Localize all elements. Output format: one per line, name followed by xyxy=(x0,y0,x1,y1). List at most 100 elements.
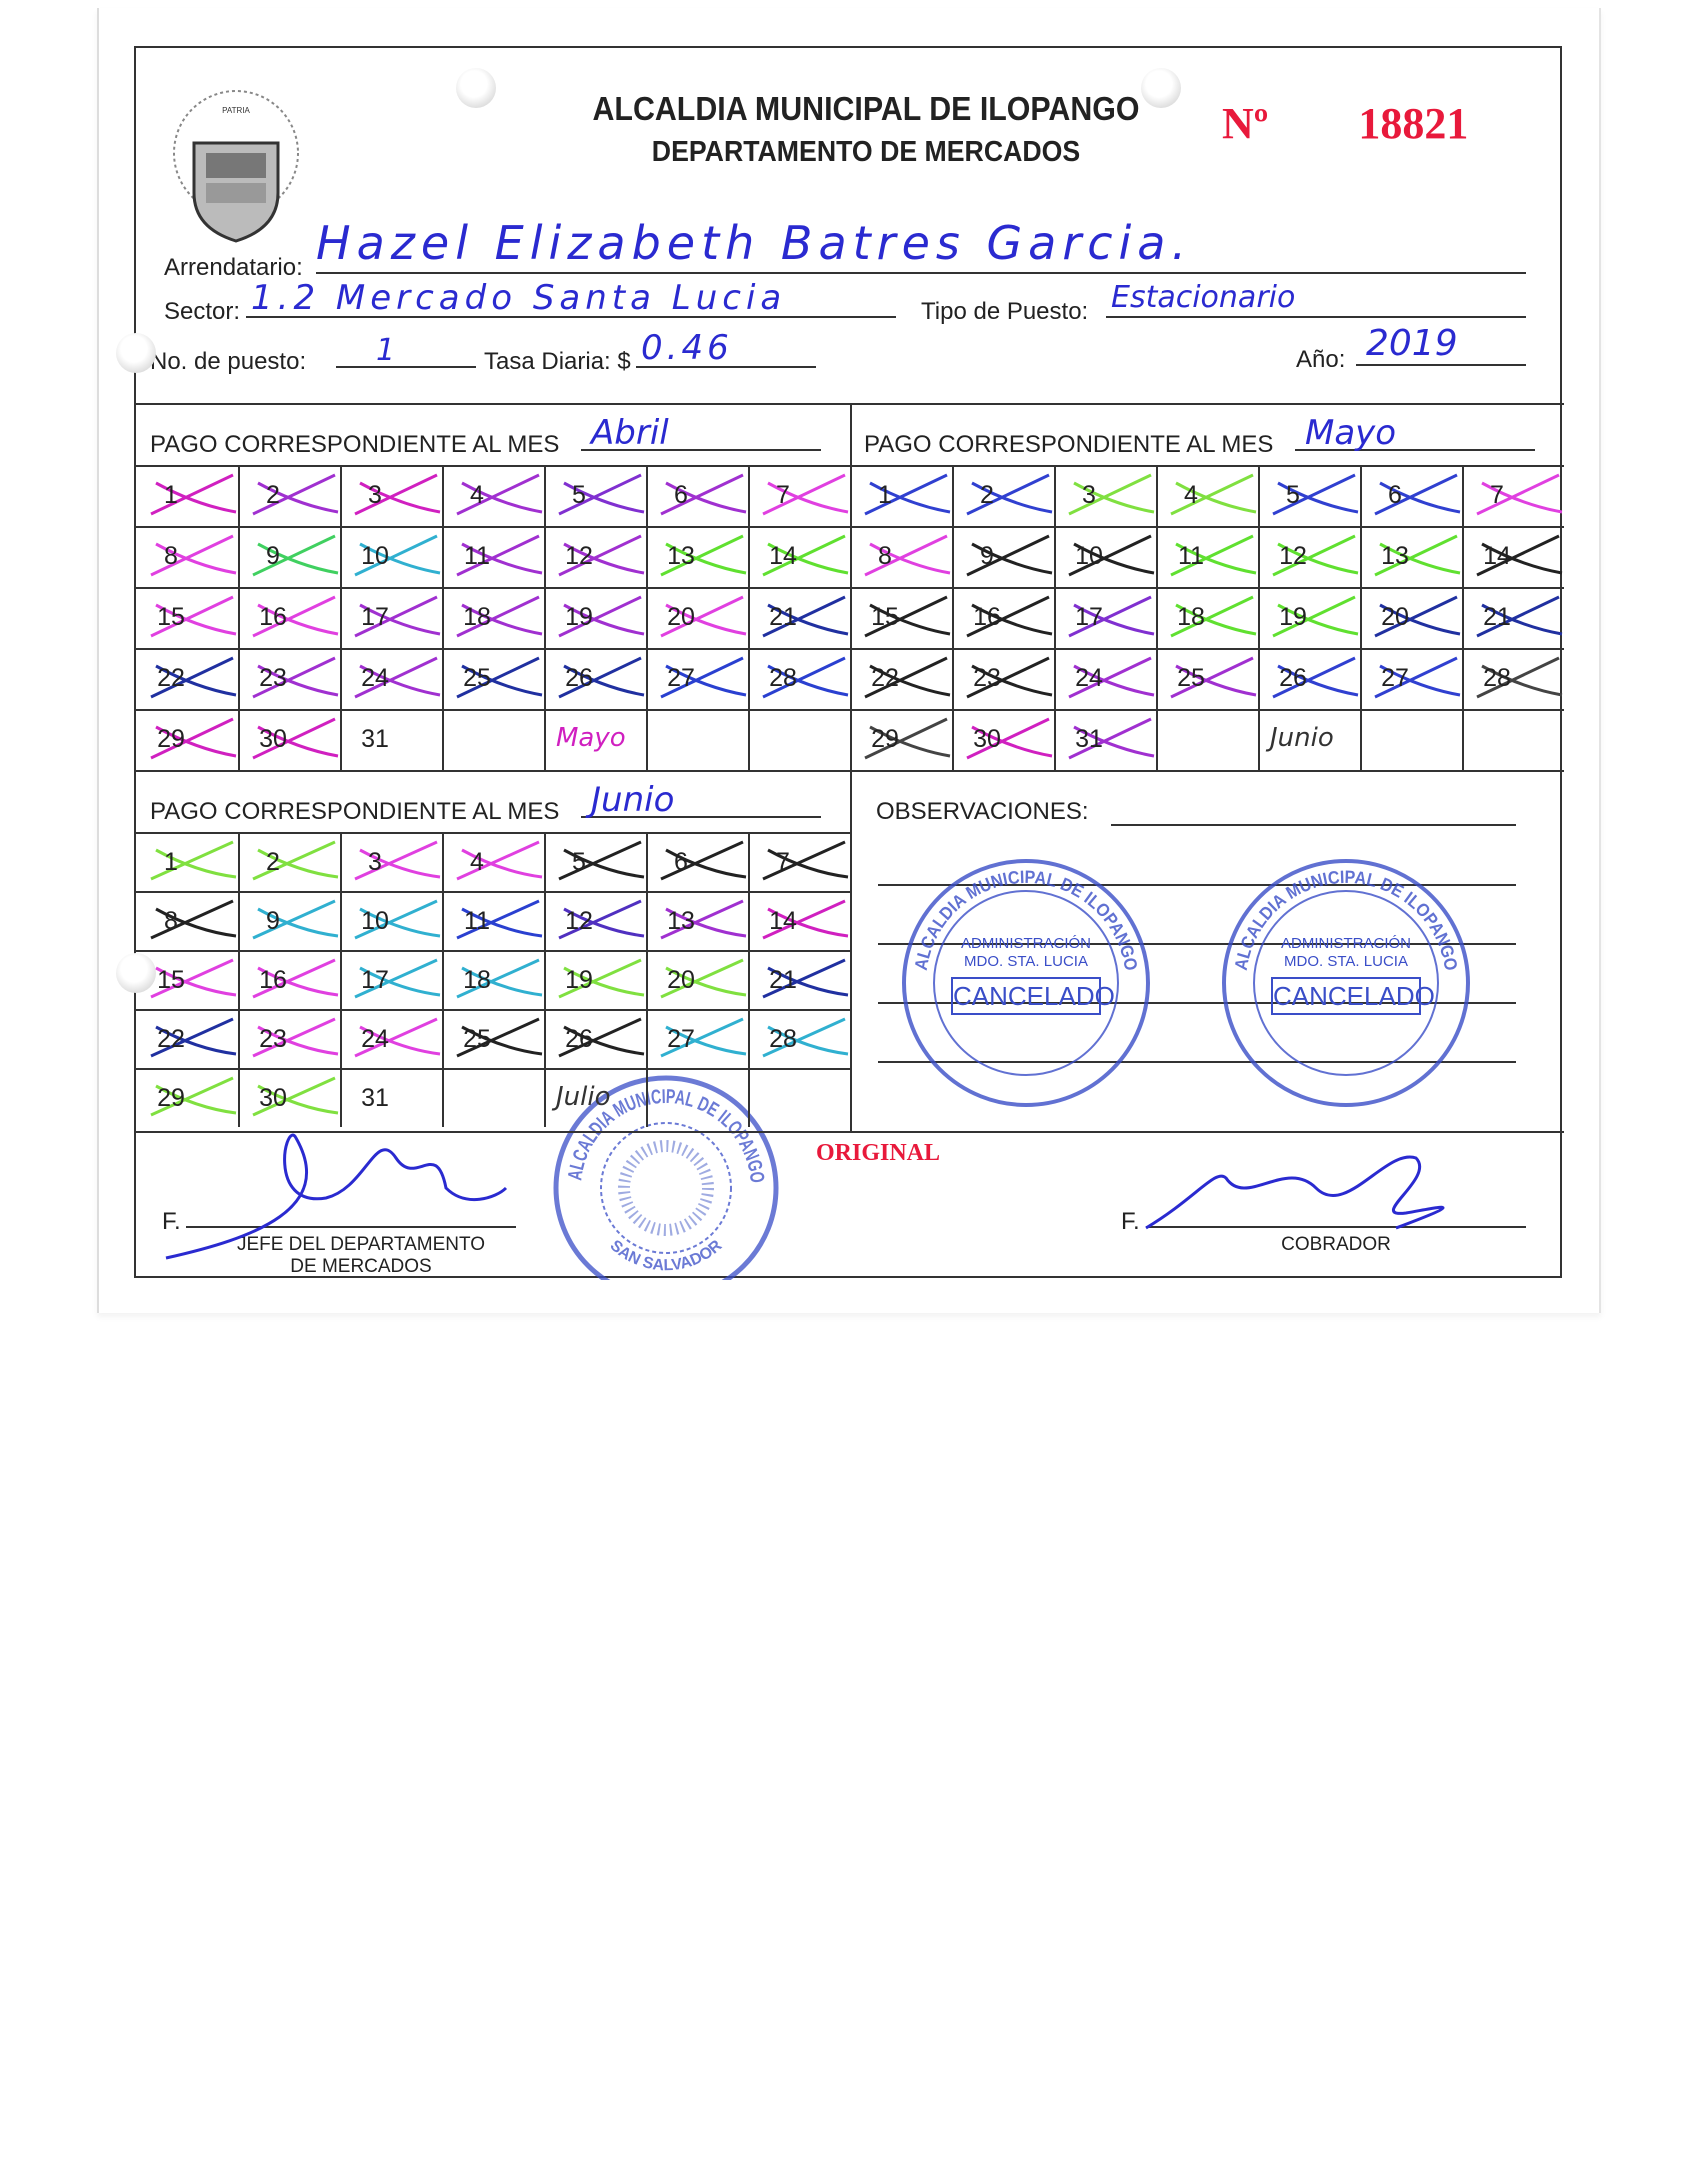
day-cell: 18 xyxy=(1177,603,1205,631)
day-cell: 1 xyxy=(878,481,892,509)
firma-cobrador-line xyxy=(1146,1226,1526,1228)
firma-jefe-line xyxy=(186,1226,516,1228)
day-cell: 14 xyxy=(1483,542,1511,570)
grid-rule xyxy=(850,709,1564,711)
month-line xyxy=(1295,449,1535,451)
grid-rule xyxy=(646,465,648,770)
day-cell: 14 xyxy=(769,907,797,935)
arrendatario-value: Hazel Elizabeth Batres Garcia. xyxy=(316,216,1193,270)
grid-rule xyxy=(952,465,954,770)
day-cell: 11 xyxy=(464,907,490,935)
day-cell: 6 xyxy=(674,848,688,876)
anio-label: Año: xyxy=(1296,346,1346,373)
day-cell: 18 xyxy=(463,966,491,994)
day-cell: 13 xyxy=(667,907,695,935)
day-cell: 15 xyxy=(157,603,185,631)
day-cell: 25 xyxy=(1177,664,1205,692)
folio-number: Nº 18821 xyxy=(1222,98,1468,149)
handwritten-note: Mayo xyxy=(556,723,626,753)
day-cell: 8 xyxy=(164,542,178,570)
signature-cobrador xyxy=(1145,1155,1445,1230)
day-cell: 28 xyxy=(769,1025,797,1053)
municipal-seal-icon: PATRIA xyxy=(173,90,299,243)
day-cell: 8 xyxy=(164,907,178,935)
month-value: Junio xyxy=(591,780,675,820)
observaciones-line xyxy=(878,1002,1516,1004)
day-cell: 21 xyxy=(1483,603,1511,631)
day-cell: 7 xyxy=(776,481,790,509)
day-cell: 29 xyxy=(157,725,185,753)
grid-rule xyxy=(1360,465,1362,770)
day-cell: 7 xyxy=(776,848,790,876)
month-label: PAGO CORRESPONDIENTE AL MES xyxy=(864,431,1274,458)
jefe-caption-line2: DE MERCADOS xyxy=(290,1256,432,1277)
grid-rule xyxy=(1156,465,1158,770)
day-cell: 22 xyxy=(157,664,185,692)
day-cell: 20 xyxy=(1381,603,1409,631)
grid-rule xyxy=(850,526,1564,528)
day-cell: 26 xyxy=(1279,664,1307,692)
day-cell: 30 xyxy=(259,725,287,753)
day-cell: 19 xyxy=(565,966,593,994)
firma-jefe-label: F. xyxy=(162,1208,181,1235)
grid-rule xyxy=(442,465,444,770)
grid-rule xyxy=(850,587,1564,589)
folio-prefix: Nº xyxy=(1222,99,1269,148)
day-cell: 24 xyxy=(361,1025,389,1053)
grid-rule xyxy=(340,832,342,1127)
grid-rule xyxy=(136,648,850,650)
anio-value: 2019 xyxy=(1366,323,1458,364)
document-subtitle: DEPARTAMENTO DE MERCADOS xyxy=(651,136,1081,168)
day-cell: 21 xyxy=(769,966,797,994)
folio-value: 18821 xyxy=(1358,99,1469,148)
day-cell: 26 xyxy=(565,664,593,692)
sector-value: 1.2 Mercado Santa Lucia xyxy=(251,278,787,318)
day-cell: 16 xyxy=(259,966,287,994)
stamp-center-text: ADMINISTRACIÓN MDO. STA. LUCIA xyxy=(1280,935,1411,970)
month-line xyxy=(581,816,821,818)
grid-rule xyxy=(850,465,1564,467)
day-cell: 15 xyxy=(157,966,185,994)
day-cell: 27 xyxy=(1381,664,1409,692)
original-label: ORIGINAL xyxy=(816,1140,941,1166)
day-cell: 12 xyxy=(565,907,593,935)
grid-rule xyxy=(748,465,750,770)
cobrador-caption: COBRADOR xyxy=(1281,1234,1391,1255)
day-cell: 12 xyxy=(1279,542,1307,570)
day-cell: 29 xyxy=(157,1084,185,1112)
day-cell: 11 xyxy=(1178,542,1204,570)
month-value: Mayo xyxy=(1305,413,1397,453)
day-cell: 24 xyxy=(1075,664,1103,692)
observaciones-line xyxy=(1111,824,1516,826)
day-cell: 5 xyxy=(572,848,586,876)
sector-label: Sector: xyxy=(164,298,241,325)
grid-rule xyxy=(442,832,444,1127)
day-cell: 30 xyxy=(973,725,1001,753)
grid-rule xyxy=(1258,465,1260,770)
day-cell: 16 xyxy=(973,603,1001,631)
column-divider xyxy=(850,403,852,1131)
day-cell: 10 xyxy=(1075,542,1103,570)
handwritten-note: Junio xyxy=(1270,723,1334,753)
payment-card: PATRIA ALCALDIA MUNICIPAL DE ILOPANGO DE… xyxy=(116,46,1564,1280)
document-title: ALCALDIA MUNICIPAL DE ILOPANGO xyxy=(592,90,1140,127)
firma-cobrador-label: F. xyxy=(1121,1208,1140,1235)
day-cell: 17 xyxy=(1075,603,1103,631)
day-cell: 9 xyxy=(980,542,994,570)
day-cell: 7 xyxy=(1490,481,1504,509)
day-cell: 2 xyxy=(266,481,280,509)
day-cell: 22 xyxy=(157,1025,185,1053)
grid-rule xyxy=(136,1009,850,1011)
grid-rule xyxy=(544,832,546,1127)
day-cell: 21 xyxy=(769,603,797,631)
day-cell: 1 xyxy=(164,481,178,509)
day-cell: 28 xyxy=(769,664,797,692)
day-cell: 29 xyxy=(871,725,899,753)
day-cell: 13 xyxy=(667,542,695,570)
grid-rule xyxy=(136,950,850,952)
day-cell: 22 xyxy=(871,664,899,692)
day-cell: 10 xyxy=(361,542,389,570)
grid-rule xyxy=(850,648,1564,650)
day-cell: 20 xyxy=(667,603,695,631)
observaciones-line xyxy=(878,943,1516,945)
